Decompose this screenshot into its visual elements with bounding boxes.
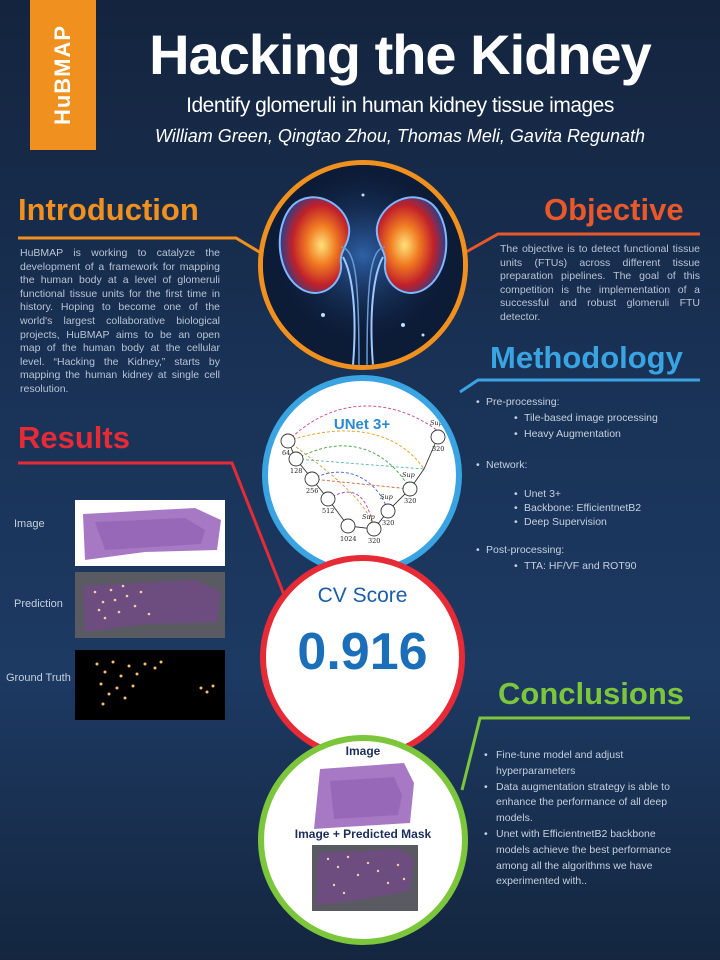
unet-node-3-label: 256 xyxy=(306,487,318,495)
preprocessing-label-text: Pre-processing: xyxy=(486,396,560,408)
postprocessing-label: • Post-processing: xyxy=(476,544,565,556)
methodology-connector xyxy=(459,378,700,394)
prediction-slide-icon xyxy=(83,580,221,632)
conclusions-circle xyxy=(258,735,468,945)
unet-sup-2-label: 320 xyxy=(382,519,394,527)
unet-diagram: 64 128 256 512 1024 320 320 320 320 Sup … xyxy=(262,375,462,575)
unet-architecture-icon: 64 128 256 512 1024 320 320 320 320 Sup … xyxy=(280,405,446,545)
cv-score-value: 0.916 xyxy=(297,623,428,681)
introduction-text: HuBMAP is working to catalyze the develo… xyxy=(20,247,220,395)
unet-sup-1-label: 320 xyxy=(368,537,380,545)
kidney-icon xyxy=(263,165,463,365)
conclusion-item: Fine-tune model and adjust hyperparamete… xyxy=(484,748,684,780)
cv-score-circle xyxy=(260,555,465,760)
hubmap-logo-text: HuBMAP xyxy=(50,24,76,126)
network-item: • Deep Supervision xyxy=(514,516,607,528)
objective-connector xyxy=(465,232,700,254)
objective-heading: Objective xyxy=(544,192,684,227)
conclusions-list: Fine-tune model and adjust hyperparamete… xyxy=(484,748,684,890)
ground-truth-mask-icon xyxy=(95,660,215,706)
result-prediction-label: Prediction xyxy=(14,598,63,610)
network-item-text: Deep Supervision xyxy=(524,516,607,528)
result-image-label: Image xyxy=(14,518,45,530)
methodology-heading: Methodology xyxy=(490,340,683,375)
conclusions-connector xyxy=(460,716,690,791)
result-tissue-image xyxy=(75,500,225,566)
intro-connector xyxy=(18,236,267,258)
network-item: • Backbone: EfficientnetB2 xyxy=(514,502,642,514)
hubmap-logo-box xyxy=(30,0,96,150)
preprocessing-item: • Tile-based image processing xyxy=(514,412,658,424)
unet-node-1-label: 64 xyxy=(282,449,290,457)
tissue-slide-icon xyxy=(83,508,221,560)
cv-score-title: CV Score xyxy=(317,584,408,607)
poster-authors: William Green, Qingtao Zhou, Thomas Meli… xyxy=(154,126,646,146)
network-item-text: Backbone: EfficientnetB2 xyxy=(524,502,642,514)
unet-node-5-label: 1024 xyxy=(340,535,357,543)
postprocessing-item: • TTA: HF/VF and ROT90 xyxy=(514,560,637,572)
poster-subtitle: Identify glomeruli in human kidney tissu… xyxy=(186,94,614,117)
unet-sup-text-4: Sup xyxy=(430,419,444,427)
preprocessing-item: • Heavy Augmentation xyxy=(514,428,621,440)
results-connector xyxy=(18,461,294,616)
result-ground-truth-label: Ground Truth xyxy=(6,672,71,684)
preprocessing-item-text: Tile-based image processing xyxy=(524,412,658,424)
unet-node-2-label: 128 xyxy=(290,467,302,475)
unet-sup-text-1: Sup xyxy=(362,513,376,521)
unet-node-4-label: 512 xyxy=(322,507,334,515)
conclusions-image-label: Image xyxy=(345,744,381,758)
postprocessing-label-text: Post-processing: xyxy=(486,544,565,556)
conclusion-item: Unet with EfficientnetB2 backbone models… xyxy=(484,827,684,890)
network-item-text: Unet 3+ xyxy=(524,488,562,500)
kidney-illustration xyxy=(258,160,468,370)
conclusions-heading: Conclusions xyxy=(498,676,685,711)
hubmap-logo: HuBMAP xyxy=(30,0,96,150)
results-heading: Results xyxy=(18,420,130,455)
network-label: • Network: xyxy=(476,459,528,471)
introduction-heading: Introduction xyxy=(18,192,199,227)
poster-title: Hacking the Kidney xyxy=(149,23,652,86)
methodology-list: • Pre-processing: • Tile-based image proce… xyxy=(476,395,716,595)
unet-sup-3-label: 320 xyxy=(404,497,416,505)
conclusion-item: Data augmentation strategy is able to en… xyxy=(484,780,684,827)
conclusions-slides-icon xyxy=(312,763,418,911)
postprocessing-item-text: TTA: HF/VF and ROT90 xyxy=(524,560,637,572)
unet-sup-text-3: Sup xyxy=(402,471,416,479)
network-item: • Unet 3+ xyxy=(514,488,562,500)
preprocessing-label: • Pre-processing: xyxy=(476,396,560,408)
network-label-text: Network: xyxy=(486,459,528,471)
result-ground-truth-image xyxy=(75,650,225,720)
unet-sup-text-2: Sup xyxy=(380,493,394,501)
preprocessing-item-text: Heavy Augmentation xyxy=(524,428,621,440)
objective-text: The objective is to detect functional ti… xyxy=(500,243,700,323)
result-prediction-image xyxy=(75,572,225,638)
unet-sup-4-label: 320 xyxy=(432,445,444,453)
conclusions-mask-label: Image + Predicted Mask xyxy=(294,827,432,841)
unet-title: UNet 3+ xyxy=(333,416,391,433)
